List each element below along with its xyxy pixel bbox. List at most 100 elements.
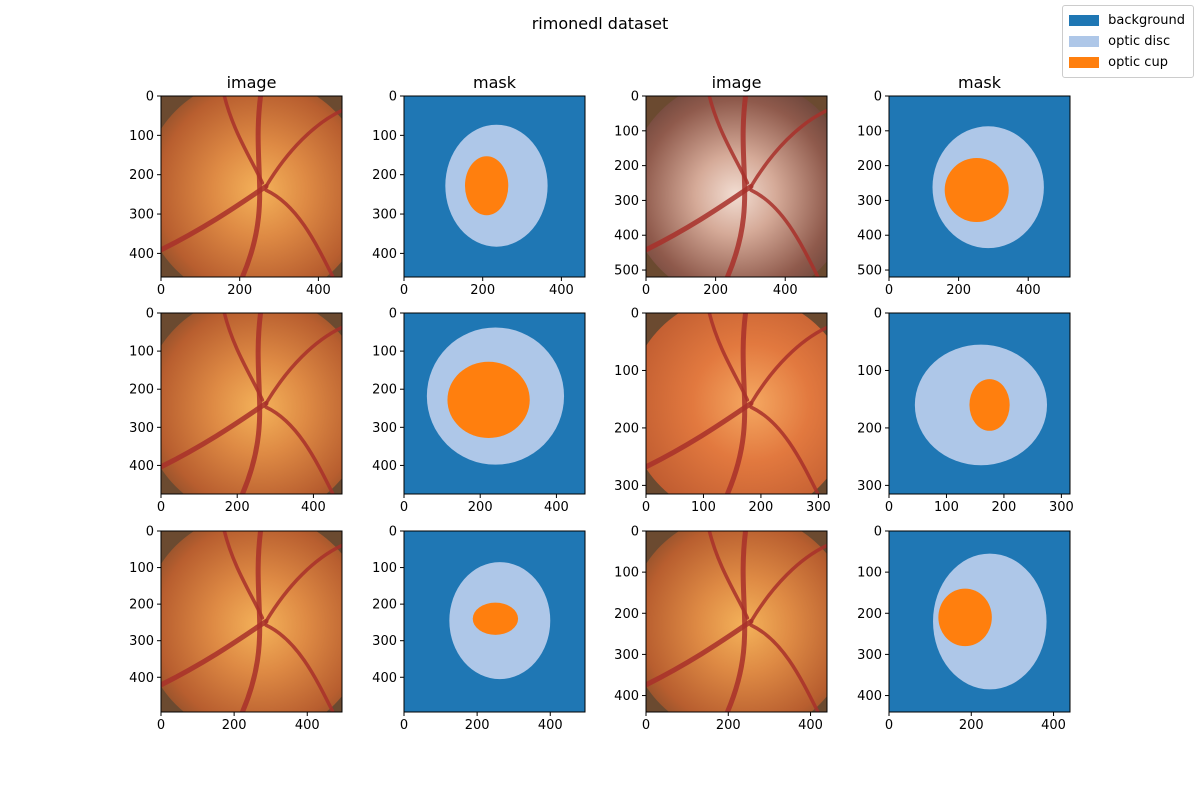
- y-tick-label: 500: [857, 264, 882, 279]
- y-tick-label: 300: [614, 194, 639, 209]
- mask-image: [404, 313, 585, 494]
- y-tick-label: 0: [874, 307, 882, 322]
- y-tick-label: 200: [129, 383, 154, 398]
- blood-vessel: [264, 623, 335, 712]
- blood-vessel: [222, 531, 265, 620]
- optic-cup-region: [447, 361, 530, 438]
- subplot-r2-c1: 0 200 400 0 100 200 300 400: [372, 525, 586, 733]
- x-tick-label: 100: [691, 500, 716, 515]
- y-tick-label: 100: [614, 124, 639, 139]
- y-tick-label: 400: [372, 459, 397, 474]
- y-tick-label: 300: [129, 208, 154, 223]
- axes-frame: [888, 312, 1071, 495]
- x-tick-label: 200: [222, 718, 247, 733]
- x-tick-label: 0: [400, 500, 408, 515]
- y-tick-label: 200: [129, 598, 154, 613]
- axes-frame: [645, 530, 828, 713]
- blood-vessel: [707, 96, 750, 185]
- subplot-r1-c1: 0 200 400 0 100 200 300 400: [372, 307, 586, 515]
- x-tick-label: 400: [295, 718, 320, 733]
- y-tick-label: 100: [857, 364, 882, 379]
- x-tick-label: 0: [157, 718, 165, 733]
- y-tick-label: 100: [129, 129, 154, 144]
- axes-frame: [403, 530, 586, 713]
- axes-frame: [645, 95, 828, 278]
- blood-vessel: [222, 96, 265, 185]
- x-tick-label: 0: [885, 718, 893, 733]
- blood-vessel: [239, 531, 264, 712]
- y-tick-label: 300: [857, 648, 882, 663]
- x-tick-label: 0: [642, 283, 650, 298]
- x-tick-label: 0: [885, 283, 893, 298]
- x-tick-label: 400: [301, 500, 326, 515]
- y-tick-label: 300: [614, 648, 639, 663]
- blood-vessel: [749, 405, 820, 494]
- blood-vessel: [724, 313, 749, 494]
- x-tick-label: 0: [400, 718, 408, 733]
- x-tick-label: 400: [798, 718, 823, 733]
- blood-vessel: [707, 313, 750, 402]
- x-tick-label: 200: [470, 283, 495, 298]
- y-tick-label: 100: [372, 345, 397, 360]
- x-tick-label: 0: [642, 500, 650, 515]
- mask-image: [404, 531, 585, 712]
- optic-cup-region: [969, 379, 1010, 431]
- x-tick-label: 200: [703, 283, 728, 298]
- blood-vessel: [646, 619, 754, 688]
- x-tick-label: 200: [959, 718, 984, 733]
- fundus-image: [161, 313, 342, 494]
- fundus-image: [161, 96, 342, 277]
- y-tick-label: 0: [146, 90, 154, 105]
- y-tick-label: 200: [857, 421, 882, 436]
- y-tick-label: 200: [372, 598, 397, 613]
- y-tick-label: 0: [389, 90, 397, 105]
- x-tick-label: 300: [1049, 500, 1074, 515]
- subplot-title: image: [227, 73, 277, 92]
- subplot-title: mask: [473, 73, 517, 92]
- x-tick-label: 400: [1016, 283, 1041, 298]
- x-tick-label: 200: [992, 500, 1017, 515]
- y-tick-label: 100: [129, 345, 154, 360]
- y-tick-label: 400: [614, 229, 639, 244]
- legend-swatch-background: [1069, 15, 1100, 26]
- y-tick-label: 0: [631, 525, 639, 540]
- x-tick-label: 400: [549, 283, 574, 298]
- x-tick-label: 0: [885, 500, 893, 515]
- axes-frame: [403, 312, 586, 495]
- subplot-r0-c3: 0 200 400 0 100 200 300 400 500 mask: [857, 73, 1071, 298]
- x-tick-label: 400: [1041, 718, 1066, 733]
- y-tick-label: 100: [614, 364, 639, 379]
- figure-title: rimonedl dataset: [531, 14, 669, 33]
- y-tick-label: 300: [372, 421, 397, 436]
- fundus-glow: [646, 531, 827, 712]
- x-tick-label: 200: [225, 500, 250, 515]
- fundus-glow: [161, 531, 342, 712]
- y-tick-label: 300: [372, 634, 397, 649]
- fundus-glow: [161, 96, 342, 277]
- y-tick-label: 100: [372, 561, 397, 576]
- y-tick-label: 300: [129, 634, 154, 649]
- y-tick-label: 300: [857, 479, 882, 494]
- y-tick-label: 0: [389, 307, 397, 322]
- legend-label-optic-disc: optic disc: [1108, 34, 1171, 49]
- fundus-glow: [161, 313, 342, 494]
- subplot-r0-c0: 0 200 400 0 100 200 300 400 image: [129, 73, 343, 298]
- fundus-image: [161, 531, 342, 712]
- x-tick-label: 0: [157, 500, 165, 515]
- y-tick-label: 400: [129, 247, 154, 262]
- blood-vessel: [749, 188, 820, 277]
- y-tick-label: 100: [129, 561, 154, 576]
- x-tick-label: 200: [716, 718, 741, 733]
- fundus-glow: [646, 313, 827, 494]
- x-tick-label: 100: [934, 500, 959, 515]
- blood-vessel: [264, 325, 342, 406]
- x-tick-label: 0: [642, 718, 650, 733]
- subplot-r0-c2: 0 200 400 0 100 200 300 400 500 image: [614, 73, 828, 298]
- blood-vessel: [264, 405, 335, 494]
- optic-cup-region: [464, 156, 509, 216]
- y-tick-label: 200: [372, 168, 397, 183]
- legend-swatch-optic-disc: [1069, 36, 1100, 47]
- y-tick-label: 0: [631, 307, 639, 322]
